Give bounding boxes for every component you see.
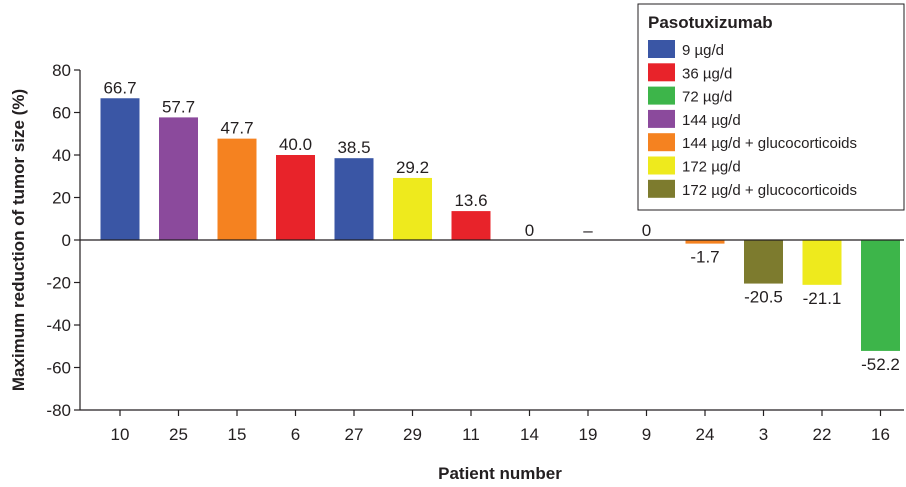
y-tick-label: 60 xyxy=(52,104,71,123)
legend: Pasotuxizumab 9 µg/d 36 µg/d 72 µg/d 144 µg… xyxy=(637,3,905,211)
data-label: – xyxy=(583,221,593,240)
data-labels: 66.7 57.7 47.7 40.0 38.5 29.2 13.6 0 – 0 -1.7 -20.5… xyxy=(103,78,899,374)
bar xyxy=(276,155,315,240)
data-label: 29.2 xyxy=(396,158,429,177)
x-tick-label: 19 xyxy=(579,425,598,444)
x-tick-label: 14 xyxy=(520,425,539,444)
legend-box xyxy=(637,3,905,211)
y-tick-label: -60 xyxy=(46,359,71,378)
bar xyxy=(744,240,783,284)
data-label: 40.0 xyxy=(279,135,312,154)
y-tick-label: 80 xyxy=(52,61,71,80)
y-tick-label: -80 xyxy=(46,401,71,420)
y-tick-label: -20 xyxy=(46,274,71,293)
bar xyxy=(451,211,491,240)
x-tick-label: 24 xyxy=(696,425,715,444)
legend-label: 172 µg/d + glucocorticoids xyxy=(682,182,857,199)
legend-label: 144 µg/d xyxy=(682,112,741,129)
y-tick-label: -40 xyxy=(46,316,71,335)
bar xyxy=(217,138,257,240)
bar xyxy=(100,98,140,240)
x-tick-label: 9 xyxy=(642,425,651,444)
x-tick-label: 22 xyxy=(813,425,832,444)
y-ticks: 80 60 40 20 0 -20 -40 -60 -80 xyxy=(46,61,80,420)
data-label: 0 xyxy=(642,221,651,240)
data-label: 66.7 xyxy=(103,78,136,97)
x-tick-label: 29 xyxy=(403,425,422,444)
y-tick-label: 0 xyxy=(62,231,71,250)
data-label: 13.6 xyxy=(454,191,487,210)
legend-label: 36 µg/d xyxy=(682,65,732,82)
y-tick-label: 40 xyxy=(52,146,71,165)
legend-swatch xyxy=(648,40,675,58)
legend-swatch xyxy=(648,109,675,128)
bar xyxy=(685,240,725,244)
data-label: -52.2 xyxy=(861,355,900,374)
x-tick-label: 10 xyxy=(111,425,130,444)
data-label: 57.7 xyxy=(162,97,195,116)
bar xyxy=(334,158,374,240)
x-tick-label: 27 xyxy=(345,425,364,444)
x-tick-label: 16 xyxy=(871,425,890,444)
data-label: 38.5 xyxy=(337,138,370,157)
bar xyxy=(861,240,900,351)
x-tick-label: 6 xyxy=(291,425,300,444)
x-tick-label: 3 xyxy=(759,425,768,444)
data-label: -1.7 xyxy=(690,248,719,267)
y-axis-title: Maximum reduction of tumor size (%) xyxy=(9,89,28,391)
data-label: -21.1 xyxy=(803,289,842,308)
bar xyxy=(159,117,198,240)
legend-swatch xyxy=(648,179,675,198)
x-axis-title: Patient number xyxy=(438,464,562,483)
legend-swatch xyxy=(648,63,675,82)
x-ticks: 10 25 15 6 27 29 11 14 19 9 24 3 22 16 xyxy=(111,410,890,444)
bar xyxy=(393,177,432,240)
bar xyxy=(802,240,842,285)
legend-label: 144 µg/d + glucocorticoids xyxy=(682,135,857,152)
data-label: -20.5 xyxy=(744,288,783,307)
x-tick-label: 11 xyxy=(462,425,480,444)
legend-label: 9 µg/d xyxy=(682,42,724,59)
legend-label: 72 µg/d xyxy=(682,89,732,106)
data-label: 0 xyxy=(525,221,534,240)
x-tick-label: 15 xyxy=(228,425,247,444)
data-label: 47.7 xyxy=(220,119,253,138)
legend-title: Pasotuxizumab xyxy=(648,13,773,32)
y-tick-label: 20 xyxy=(52,189,71,208)
legend-swatch xyxy=(648,86,675,105)
bars-layer xyxy=(100,98,900,351)
legend-label: 172 µg/d xyxy=(682,159,741,176)
legend-swatch xyxy=(648,133,675,152)
x-tick-label: 25 xyxy=(169,425,188,444)
legend-swatch xyxy=(648,156,675,175)
